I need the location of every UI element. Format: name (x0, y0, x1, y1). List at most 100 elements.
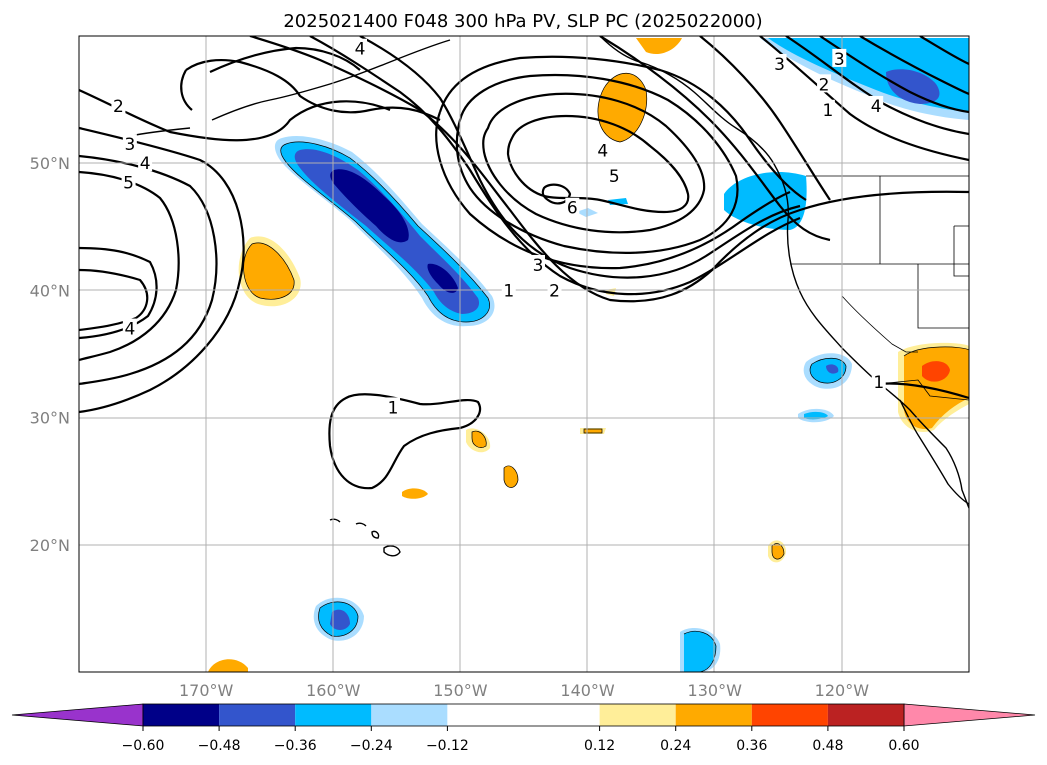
colorbar-bin (751, 704, 828, 726)
x-tick-label: 160°W (306, 681, 361, 700)
contour-label-bg (869, 95, 884, 114)
colorbar-under-arrow (11, 703, 144, 727)
slp-contour (699, 36, 831, 201)
pv-outline (243, 73, 969, 672)
contour-label: 3 (774, 55, 785, 75)
contour-label: 4 (355, 40, 366, 60)
pv-negative-band (804, 411, 828, 420)
contour-label: 2 (549, 281, 560, 301)
political-borders (790, 175, 969, 401)
border-line (877, 379, 969, 401)
map-background (79, 36, 969, 672)
pv-negative-band (886, 69, 940, 104)
pv-positive-blob (504, 465, 518, 488)
x-tick-label: 170°W (179, 681, 234, 700)
colorbar-tick-label: 0.12 (584, 738, 615, 754)
slp-contour (859, 36, 969, 96)
pv-negative-band (330, 609, 350, 630)
slp-contour (309, 36, 801, 296)
colorbar-bin (371, 704, 448, 726)
contour-label: 5 (123, 173, 134, 193)
pv-positive-blob (402, 488, 428, 499)
coastline (599, 36, 969, 509)
coastline (211, 39, 451, 121)
slp-contour (455, 73, 739, 254)
contour-label-bg (607, 165, 622, 184)
y-tick-label: 30°N (30, 409, 70, 428)
pv-positive-blob (208, 659, 248, 672)
y-tick-labels: 20°N 30°N 40°N 50°N (30, 154, 70, 555)
pv-positive-blob (772, 543, 784, 560)
contour-label-bg (386, 397, 401, 416)
coastline (355, 522, 367, 527)
contour-label-bg (820, 99, 835, 118)
pv-negative-band (826, 364, 839, 374)
x-tick-label: 150°W (433, 681, 488, 700)
contour-label-bg (871, 371, 886, 390)
contour-label: 4 (597, 141, 608, 161)
colorbar-over-arrow (903, 703, 1036, 727)
pv-negative-band (427, 263, 458, 293)
slp-contour (79, 126, 245, 414)
contour-label: 3 (834, 50, 845, 70)
colorbar-bin (675, 704, 752, 726)
colorbar-bin (143, 704, 220, 726)
colorbar-bin (599, 704, 676, 726)
slp-contour (482, 92, 706, 234)
contour-label: 1 (388, 398, 399, 418)
slp-contour (328, 393, 482, 490)
pv-positive-blob (922, 361, 950, 382)
y-tick-label: 20°N (30, 536, 70, 555)
contour-label-bg (138, 153, 153, 172)
colorbar-tick-label: 0.48 (812, 738, 843, 754)
pv-positive-blob (904, 346, 969, 430)
x-tick-label: 140°W (560, 681, 615, 700)
colorbar-tick-label: −0.12 (426, 738, 469, 754)
contour-label-bg (111, 95, 126, 114)
contour-label: 6 (567, 199, 578, 219)
contour-label: 4 (140, 154, 151, 174)
contour-label-bg (595, 140, 610, 159)
pv-negative-shading (274, 38, 969, 672)
coastline (383, 545, 401, 557)
slp-contour (185, 59, 441, 121)
slp-contour (599, 36, 831, 242)
gridlines (79, 36, 969, 672)
contour-label-bg (817, 74, 832, 93)
contour-label-bg (772, 53, 787, 72)
coastline (329, 518, 341, 523)
border-line (841, 295, 918, 353)
pv-positive-blob (584, 429, 602, 433)
slp-contour (435, 111, 791, 270)
y-tick-label: 40°N (30, 281, 70, 300)
slp-contour (79, 88, 391, 142)
colorbar-tick-label: −0.24 (350, 738, 393, 754)
coastline (371, 530, 380, 539)
coastlines (129, 36, 969, 557)
border-line (953, 225, 969, 277)
chart-title: 2025021400 F048 300 hPa PV, SLP PC (2025… (283, 11, 762, 32)
colorbar-tick-label: 0.36 (736, 738, 767, 754)
pv-positive-blob (243, 242, 295, 300)
contour-label: 4 (124, 320, 135, 340)
contour-label-bg (565, 197, 580, 216)
contour-label-bg (547, 280, 562, 299)
contour-label-bg (121, 172, 136, 191)
contour-label-bg (832, 48, 847, 67)
colorbar-bin (295, 704, 372, 726)
pv-negative-band (950, 38, 969, 54)
contour-label: 2 (819, 75, 830, 95)
contour-label: 5 (609, 167, 620, 187)
contour-label-bg (122, 318, 137, 337)
slp-contour (785, 36, 969, 136)
pv-positive-blob (597, 73, 647, 142)
colorbar-tick-label: 0.60 (888, 738, 919, 754)
x-tick-labels: 170°W 160°W 150°W 140°W 130°W 120°W (179, 681, 869, 700)
pv-positive-shading (208, 38, 969, 672)
pv-positive-blob (636, 38, 682, 55)
colorbar-bin (447, 704, 600, 726)
colorbar-tick-label: −0.36 (274, 738, 317, 754)
